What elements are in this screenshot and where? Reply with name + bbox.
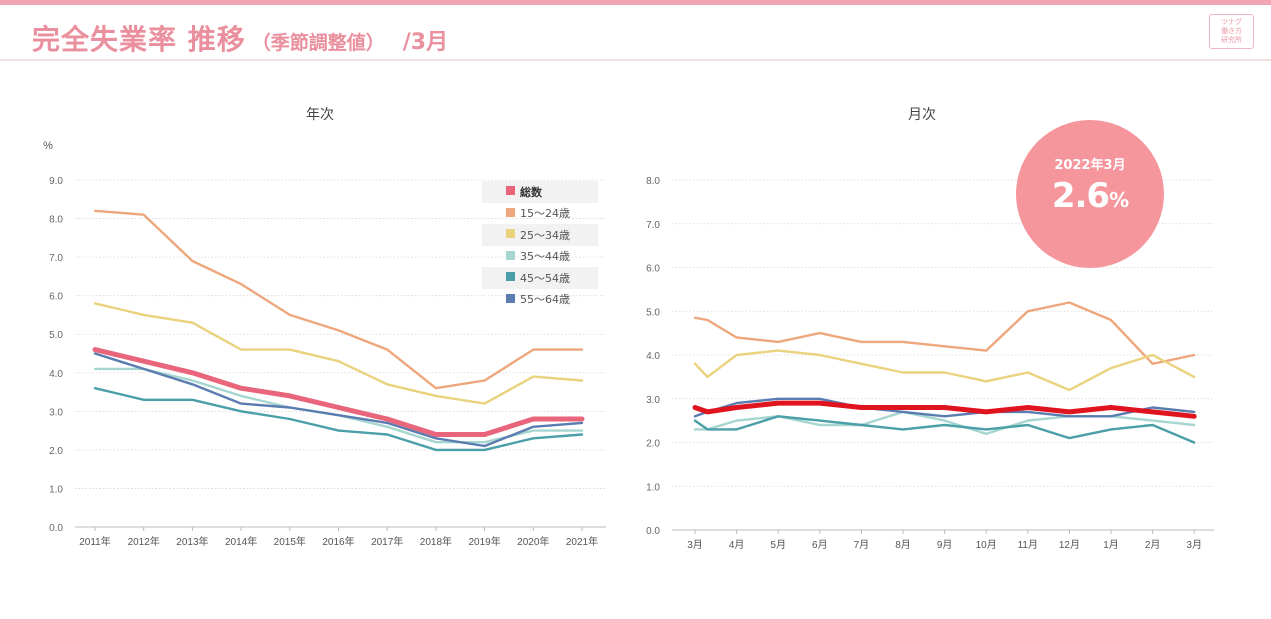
page-title: 完全失業率 推移 （季節調整値） /3月: [32, 18, 448, 58]
y-axis-label: %: [43, 140, 53, 152]
y-tick-label: 6.0: [49, 292, 63, 303]
y-tick-label: 1.0: [646, 482, 660, 493]
x-tick-label: 2月: [1145, 539, 1161, 551]
latest-rate-date: 2022年3月: [1054, 158, 1126, 173]
y-tick-label: 3.0: [646, 395, 660, 406]
y-tick-label: 8.0: [646, 176, 660, 187]
legend-swatch: [506, 207, 515, 217]
x-tick-label: 2015年: [274, 535, 306, 548]
x-tick-label: 2018年: [420, 535, 452, 548]
annual-chart: 0.0 1.0 2.0 3.0 4.0 5.0 6.0 7.0 8.0 9.0 2011年 2012年…: [43, 140, 606, 548]
page-title-month: /3月: [402, 30, 449, 55]
x-tick-label: 3月: [1186, 539, 1202, 551]
latest-rate-number: 2.6: [1051, 176, 1110, 216]
y-tick-label: 7.0: [646, 220, 660, 231]
x-tick-label: 8月: [895, 539, 911, 551]
legend-label: 55～64歳: [520, 293, 570, 307]
series-line-15-24: [693, 301, 1196, 365]
legend-label: 15～24歳: [520, 207, 570, 221]
brand-logo-line: 働き方: [1221, 27, 1242, 35]
y-tick-label: 0.0: [49, 523, 63, 534]
x-tick-label: 6月: [812, 539, 828, 551]
x-tick-label: 2019年: [468, 535, 500, 548]
title-divider: [0, 59, 1271, 61]
y-tick-label: 4.0: [646, 351, 660, 362]
brand-logo-line: ツナグ: [1221, 18, 1242, 26]
y-tick-label: 5.0: [49, 330, 63, 341]
legend-label: 25～34歳: [520, 228, 570, 242]
brand-logo: ツナグ 働き方 研究所: [1209, 14, 1254, 49]
series-line-45-54: [693, 415, 1196, 444]
legend-item-55-64: 55～64歳: [482, 289, 598, 311]
top-accent-bar: [0, 0, 1271, 5]
x-tick-label: 7月: [854, 539, 870, 551]
page-title-main: 完全失業率 推移: [32, 23, 246, 56]
x-tick-label: 2016年: [322, 535, 354, 548]
y-tick-label: 2.0: [49, 446, 63, 457]
legend-item-total: 総数: [482, 181, 598, 203]
y-tick-label: 6.0: [646, 264, 660, 275]
latest-rate-unit: %: [1109, 188, 1129, 212]
x-tick-label: 10月: [976, 539, 997, 551]
legend-item-25-34: 25～34歳: [482, 224, 598, 246]
legend-swatch: [506, 229, 515, 238]
series-line-15-24: [93, 209, 584, 390]
y-tick-label: 5.0: [646, 307, 660, 318]
legend-label: 総数: [520, 185, 542, 199]
y-tick-label: 0.0: [646, 526, 660, 537]
x-tick-label: 5月: [770, 539, 786, 551]
page-title-subtitle: （季節調整値）: [251, 32, 385, 54]
x-tick-label: 2011年: [79, 535, 111, 548]
brand-logo-line: 研究所: [1221, 36, 1242, 44]
series-line-55-64: [93, 352, 584, 448]
y-tick-label: 8.0: [49, 215, 63, 226]
y-tick-label: 1.0: [49, 484, 63, 495]
series-line-total: [92, 347, 585, 437]
x-tick-label: 11月: [1018, 539, 1038, 551]
legend-label: 45～54歳: [520, 271, 570, 285]
series-line-45-54: [93, 387, 584, 452]
latest-rate-value: 2.6%: [1016, 176, 1164, 216]
x-tick-label: 1月: [1103, 539, 1119, 551]
x-tick-label: 2017年: [371, 535, 403, 548]
latest-rate-badge: 2022年3月 2.6%: [1016, 120, 1164, 268]
series-line-55-64: [693, 397, 1196, 418]
legend-item-45-54: 45～54歳: [482, 267, 598, 289]
series-line-25-34: [93, 302, 584, 405]
x-tick-label: 4月: [729, 539, 745, 551]
y-tick-label: 3.0: [49, 407, 63, 418]
y-tick-label: 9.0: [49, 176, 63, 187]
annual-legend: 総数 15～24歳 25～34歳 35～44歳 45～54歳 55～64歳: [482, 181, 598, 310]
legend-swatch: [506, 250, 515, 260]
legend-swatch: [506, 186, 515, 195]
series-line-25-34: [693, 349, 1196, 392]
monthly-chart-title: 月次: [908, 107, 936, 123]
x-tick-label: 2021年: [566, 535, 598, 548]
legend-item-15-24: 15～24歳: [482, 203, 598, 225]
y-tick-label: 7.0: [49, 253, 63, 264]
x-tick-label: 9月: [937, 539, 953, 551]
x-tick-label: 2014年: [225, 535, 257, 548]
series-line-total_monthly: [692, 400, 1197, 419]
legend-swatch: [506, 272, 515, 281]
legend-item-35-44: 35～44歳: [482, 246, 598, 268]
y-tick-label: 2.0: [646, 439, 660, 450]
x-tick-label: 2020年: [517, 535, 549, 548]
x-tick-label: 2012年: [128, 535, 160, 548]
legend-label: 35～44歳: [520, 250, 570, 264]
legend-swatch: [506, 293, 515, 303]
x-tick-label: 3月: [687, 539, 703, 551]
annual-chart-title: 年次: [306, 107, 334, 123]
series-line-35-44: [693, 410, 1196, 435]
x-tick-label: 2013年: [176, 535, 208, 548]
x-tick-label: 12月: [1059, 539, 1080, 551]
y-tick-label: 4.0: [49, 369, 63, 380]
